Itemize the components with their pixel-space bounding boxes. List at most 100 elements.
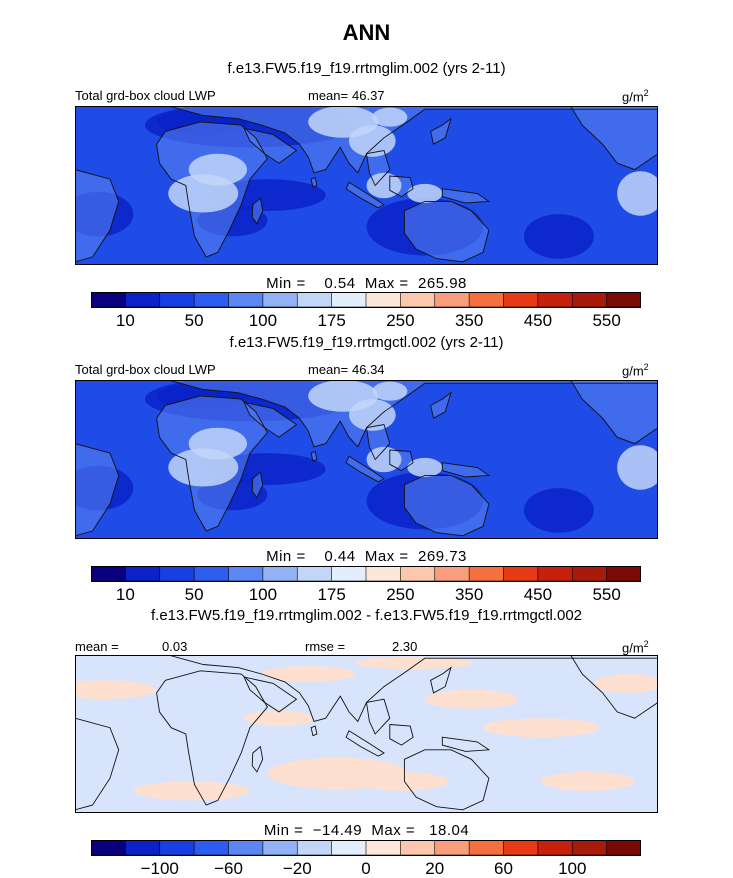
colorbar-tick-label: 550 [592,311,620,330]
colorbar-tick-label: −60 [214,859,243,878]
colorbar-tick-label: 550 [592,585,620,604]
colorbar-box [400,292,436,308]
coastline-japan [430,117,452,145]
panel1-map [75,106,658,265]
panel3-units: g/m2 [622,639,649,656]
land-lwp-region [346,182,384,208]
colorbar-tick-label: 450 [524,311,552,330]
coastline-japan [430,666,452,694]
coastline-namerica [570,655,658,719]
coastline-namerica [570,380,658,445]
colorbar-box [296,566,333,582]
land-lwp-region [75,169,119,262]
colorbar-box [228,566,264,582]
coastline-samerica [75,169,120,263]
coastline-africa [156,121,268,258]
coastline-borneo [389,449,414,472]
high-lwp-region [407,183,443,203]
colorbar-tick-label: 60 [494,859,513,878]
panel1-mean-value: 46.37 [352,88,385,103]
panel3-mean-value: 0.03 [162,639,188,654]
coastline-arabia [243,127,298,164]
positive-diff-region [133,781,250,801]
colorbar-box [468,292,505,308]
panel3-colorbar: −100 −60 −20 0 20 60 100 [91,840,641,878]
positive-diff-region [483,718,600,738]
coastline-africa [156,670,268,806]
coastline-samerica [75,443,120,537]
coastline-australia [403,474,490,537]
colorbar-box [193,292,230,308]
panel1-field-label: Total grd-box cloud LWP [75,88,216,103]
colorbar-tick-label: 10 [116,311,135,330]
panel3-map [75,655,658,813]
panel1-mean-label: mean= [308,88,349,103]
panel2-colorbar: 10 50 100 175 250 350 450 550 [91,566,641,604]
coastline-sumatra [345,181,385,209]
colorbar-frame [91,292,641,308]
colorbar-box [503,840,539,856]
colorbar-tick-label: −100 [141,859,179,878]
panel2-case-title: f.e13.FW5.f19_f19.rrtmgctl.002 (yrs 2-11… [229,334,504,351]
colorbar-box [91,840,127,856]
low-lwp-region [523,214,594,259]
coastline-srilanka [310,725,318,737]
high-lwp-region [617,171,658,216]
coastline-eurasia [168,106,658,174]
colorbar-tick-label: 0 [361,859,370,878]
colorbar-box [537,292,574,308]
coastline-madagascar [251,745,264,773]
colorbar-box [91,292,127,308]
colorbar-box [125,566,161,582]
coastline-borneo [389,724,414,746]
colorbar-box [91,566,127,582]
colorbar-box [400,566,436,582]
land-lwp-region [244,128,297,164]
coastline-indochina [365,149,391,187]
panel2-mean-value: 46.34 [352,362,385,377]
high-lwp-region [372,381,408,401]
map-frame [75,106,658,265]
colorbar-box [365,566,402,582]
colorbar-box [571,840,608,856]
colorbar-tick-label: 250 [386,585,414,604]
land-lwp-region [430,118,451,145]
colorbar-box [228,292,264,308]
positive-diff-region [244,710,315,727]
coastline-samerica [75,717,120,811]
colorbar-box [571,566,608,582]
high-lwp-region [407,457,443,477]
colorbar-tick-label: 100 [558,859,586,878]
coastline-newguinea [441,736,491,752]
high-lwp-region [349,125,396,157]
panel1-case-title: f.e13.FW5.f19_f19.rrtmglim.002 (yrs 2-11… [227,60,506,77]
colorbar-box [296,292,333,308]
colorbar-box [296,840,333,856]
colorbar-tick-label: 175 [317,311,345,330]
land-lwp-region [570,106,658,170]
colorbar-tick-label: −20 [283,859,312,878]
map-frame [75,380,658,539]
colorbar-box [468,840,505,856]
land-lwp-region [404,201,489,262]
colorbar-box [262,840,299,856]
colorbar-box [571,292,608,308]
positive-diff-region [75,680,157,700]
land-lwp-region [168,106,658,173]
panel2-min-max: Min = 0.44 Max = 269.73 [266,548,467,565]
colorbar-box [606,292,641,308]
colorbar-tick-label: 175 [317,585,345,604]
colorbar-tick-label: 350 [455,585,483,604]
colorbar-box [434,566,470,582]
coastline-sumatra [345,455,385,483]
panel2-units: g/m2 [622,362,649,379]
colorbar-box [537,840,574,856]
colorbar-box [468,566,505,582]
land-lwp-region [244,402,297,438]
colorbar-tick-label: 100 [249,585,277,604]
colorbar-box [331,292,367,308]
figure-title: ANN [342,20,391,45]
coastline-madagascar [251,471,264,499]
colorbar-tick-label: 250 [386,311,414,330]
colorbar-box [606,566,641,582]
